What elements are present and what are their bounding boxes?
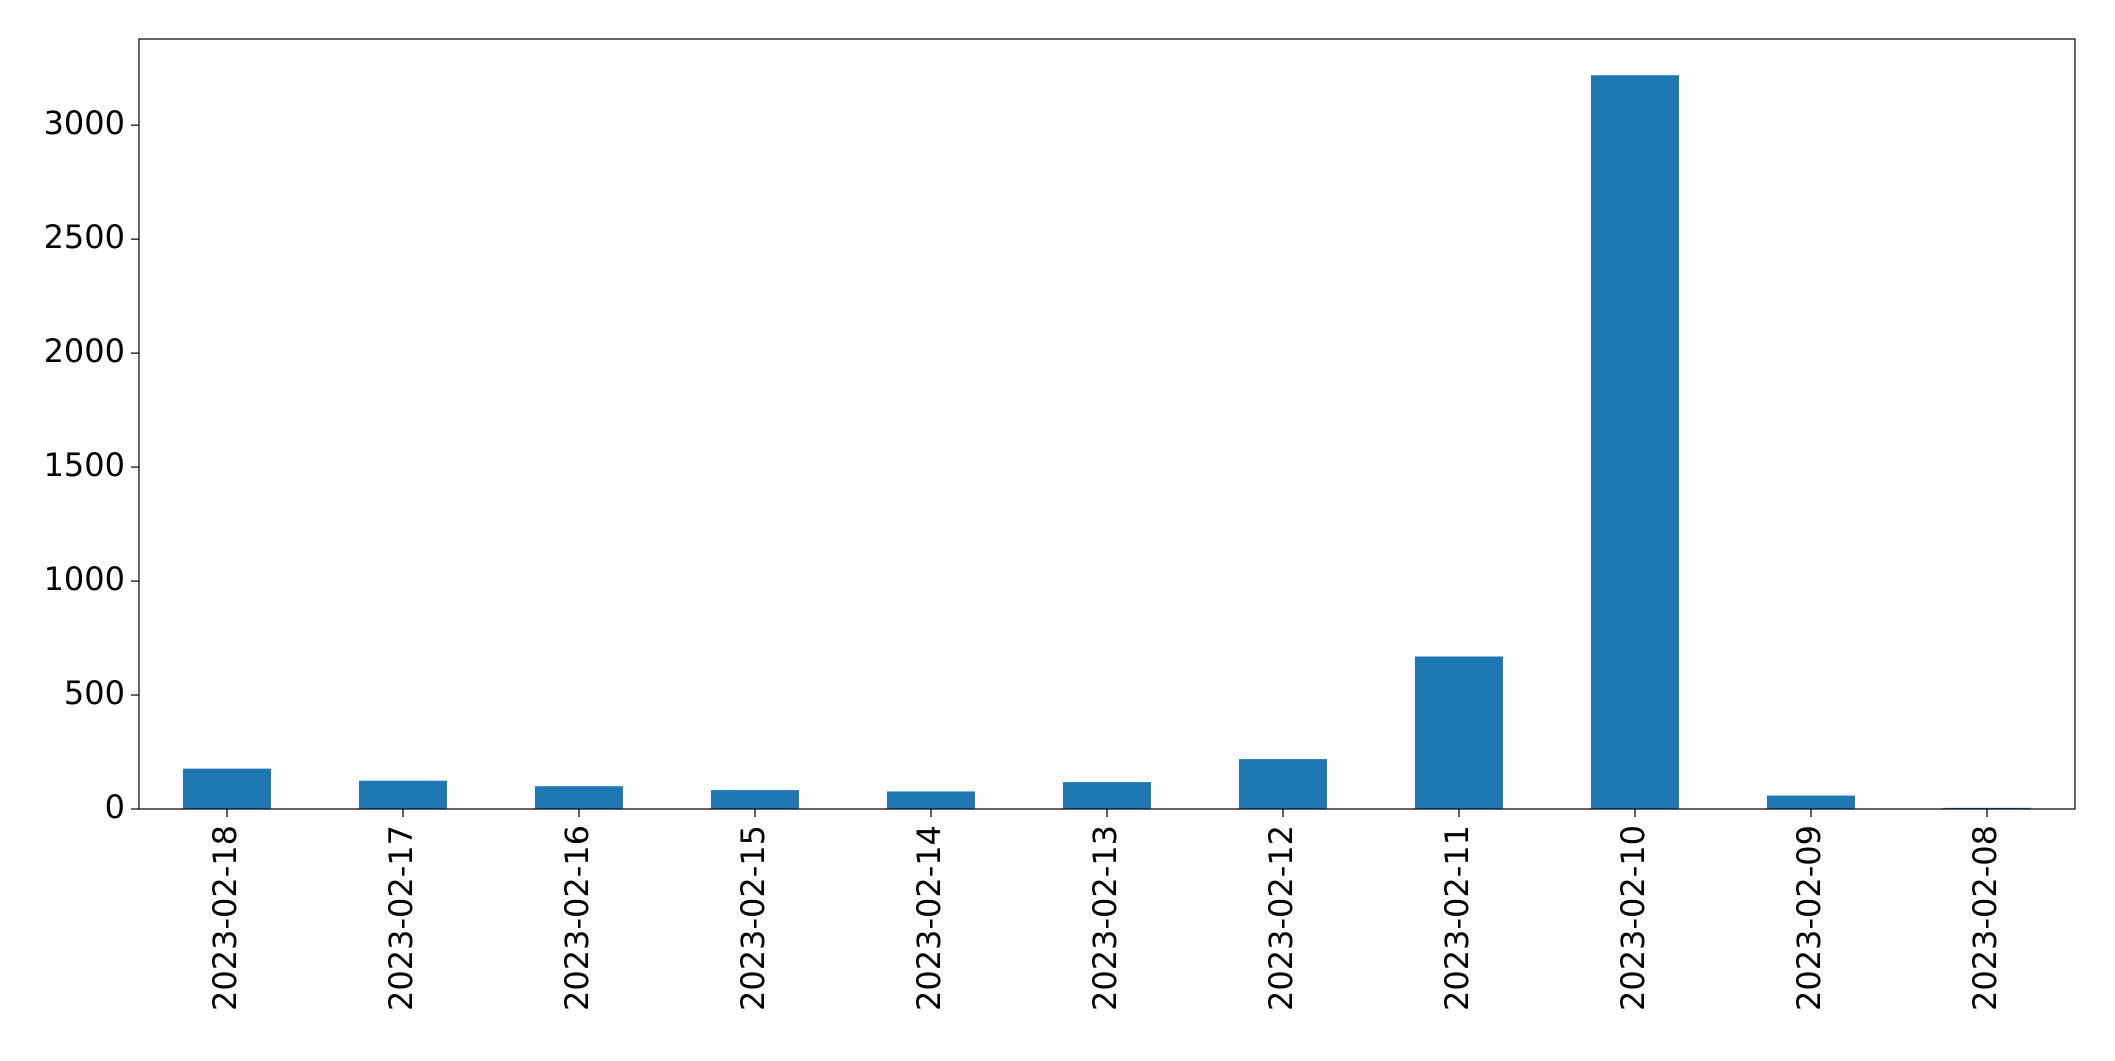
bar (1591, 75, 1679, 809)
x-tick-label: 2023-02-11 (1438, 825, 1476, 1011)
x-tick-label: 2023-02-10 (1614, 825, 1652, 1011)
bar (1063, 782, 1151, 809)
x-tick-label: 2023-02-08 (1966, 825, 2004, 1011)
y-tick-label: 500 (64, 674, 125, 712)
y-tick-label: 2000 (44, 332, 125, 370)
x-tick-label: 2023-02-16 (558, 825, 596, 1011)
x-tick-label: 2023-02-17 (382, 825, 420, 1011)
bar (711, 790, 799, 809)
bar (1239, 759, 1327, 809)
bar (535, 786, 623, 809)
bar (359, 780, 447, 809)
y-tick-label: 0 (105, 788, 125, 826)
x-tick-label: 2023-02-09 (1790, 825, 1828, 1011)
y-tick-label: 1000 (44, 560, 125, 598)
x-tick-label: 2023-02-12 (1262, 825, 1300, 1011)
x-tick-label: 2023-02-15 (734, 825, 772, 1011)
bar (1767, 795, 1855, 809)
bar (887, 791, 975, 809)
x-tick-label: 2023-02-18 (206, 825, 244, 1011)
x-tick-label: 2023-02-13 (1086, 825, 1124, 1011)
x-tick-label: 2023-02-14 (910, 825, 948, 1011)
y-tick-label: 2500 (44, 218, 125, 256)
y-tick-label: 1500 (44, 446, 125, 484)
plot-frame (138, 38, 2076, 810)
y-tick-label: 3000 (44, 104, 125, 142)
bar (183, 768, 271, 809)
bar (1415, 656, 1503, 809)
